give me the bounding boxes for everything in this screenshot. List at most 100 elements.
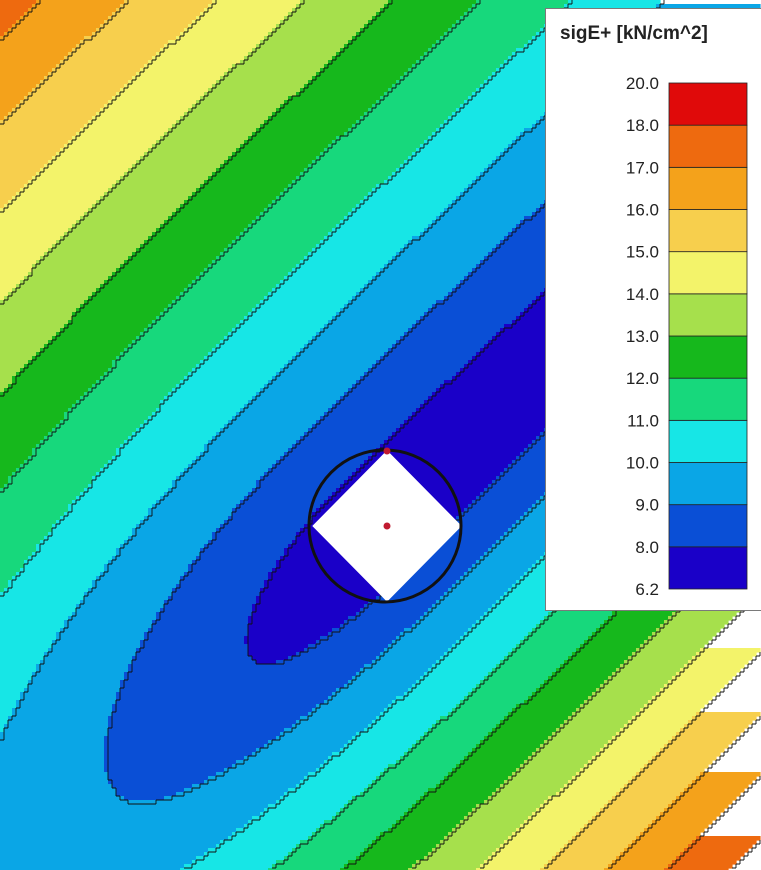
band-12.0 [392,824,457,829]
band-9.0 [8,716,109,721]
band-8.0 [468,272,565,277]
band-12.0 [336,52,425,57]
band-13.0 [228,68,321,73]
band-12.0 [344,864,413,869]
band-16.0 [0,48,73,53]
band-10.0 [392,172,481,177]
band-10.0 [32,552,117,557]
band-13.0 [408,868,477,870]
band-10.0 [500,596,565,601]
band-6.2 [264,580,393,585]
band-8.0 [136,652,249,657]
band-13.0 [216,80,309,85]
legend-swatch-11.0 [668,377,748,421]
band-9.0 [140,520,225,525]
band-14.0 [4,204,93,209]
band-15.0 [0,176,33,181]
band-14.0 [620,728,681,733]
band-17.0 [0,8,29,13]
band-11.0 [172,300,261,305]
band-16.0 [688,784,749,789]
band-13.0 [0,364,25,369]
band-14.0 [76,132,165,137]
band-11.0 [388,764,457,769]
band-13.0 [64,232,153,237]
band-13.0 [240,60,329,65]
band-13.0 [544,740,609,745]
band-11.0 [540,620,605,625]
band-9.0 [264,744,345,749]
band-11.0 [0,564,25,569]
band-16.0 [0,84,37,89]
band-6.2 [248,652,297,657]
band-9.0 [344,684,413,689]
band-14.0 [0,288,13,293]
band-8.0 [444,296,537,301]
band-14.0 [572,776,633,781]
band-8.0 [472,268,569,273]
band-10.0 [344,216,437,221]
band-9.0 [80,600,165,605]
band-14.0 [0,232,65,237]
band-10.0 [28,556,113,561]
band-10.0 [0,620,65,625]
band-12.0 [352,36,441,41]
band-8.0 [104,752,253,757]
band-14.0 [612,736,673,741]
band-12.0 [52,336,137,341]
band-9.0 [132,532,213,537]
band-14.0 [672,676,733,681]
band-10.0 [420,676,485,681]
band-13.0 [44,252,133,257]
band-13.0 [12,288,97,293]
band-15.0 [32,88,121,93]
band-11.0 [324,820,397,825]
band-12.0 [420,796,489,801]
band-10.0 [80,492,165,497]
band-15.0 [0,148,61,153]
band-8.0 [124,796,165,801]
band-11.0 [432,724,497,729]
band-6.2 [456,372,597,377]
band-12.0 [268,116,361,121]
band-9.0 [28,680,121,685]
band-9.0 [36,668,129,673]
band-11.0 [436,40,529,45]
band-10.0 [56,520,141,525]
band-14.0 [52,156,141,161]
band-10.0 [8,580,93,585]
band-11.0 [344,132,433,137]
band-10.0 [244,316,333,321]
band-9.0 [484,552,545,557]
band-16.0 [696,776,757,781]
band-10.0 [232,328,321,333]
band-8.0 [460,280,557,285]
band-12.0 [28,360,113,365]
band-11.0 [64,412,153,417]
band-11.0 [372,780,441,785]
band-9.0 [56,632,145,637]
band-12.0 [344,44,433,49]
band-10.0 [308,772,381,777]
band-15.0 [80,40,169,45]
band-8.0 [172,588,261,593]
band-8.0 [332,404,421,409]
band-11.0 [148,324,237,329]
band-11.0 [260,212,349,217]
band-12.0 [216,168,305,173]
band-13.0 [0,328,61,333]
band-12.0 [476,744,541,749]
band-9.0 [160,496,245,501]
band-12.0 [380,8,469,13]
band-9.0 [0,764,105,769]
band-8.0 [436,300,533,305]
band-9.0 [332,316,421,321]
band-15.0 [20,100,109,105]
band-10.0 [0,720,9,725]
band-11.0 [216,256,305,261]
band-10.0 [120,444,205,449]
band-12.0 [136,248,225,253]
band-8.0 [276,660,373,665]
band-10.0 [304,776,377,781]
band-8.0 [208,540,293,545]
